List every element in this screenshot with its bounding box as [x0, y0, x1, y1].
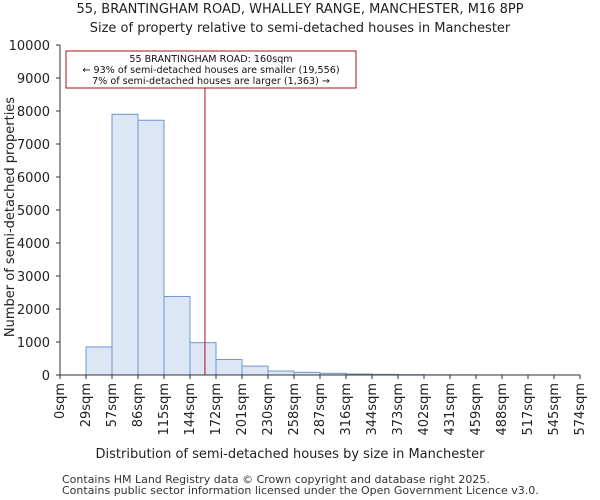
- x-tick-label: 545sqm: [547, 383, 562, 436]
- y-tick-label: 2000: [17, 303, 50, 318]
- x-axis-label: Distribution of semi-detached houses by …: [96, 447, 486, 462]
- bars-group: [85, 113, 581, 376]
- y-tick-label: 8000: [17, 105, 50, 120]
- x-tick-label: 517sqm: [521, 383, 536, 436]
- footer-line-2: Contains public sector information licen…: [62, 484, 539, 497]
- x-tick-label: 402sqm: [417, 383, 432, 436]
- x-tick-label: 488sqm: [495, 383, 510, 436]
- x-tick-label: 258sqm: [287, 383, 302, 436]
- x-tick-label: 86sqm: [131, 383, 146, 427]
- y-tick-label: 0: [42, 369, 50, 384]
- x-tick-label: 201sqm: [235, 383, 250, 436]
- y-axis-label: Number of semi-detached properties: [3, 97, 18, 337]
- bar-29sqm: [85, 346, 113, 376]
- x-tick-label: 230sqm: [261, 383, 276, 436]
- y-axis-ticks: 0 1000 2000 3000 4000 5000 6000 7000 8000 9000 100…: [9, 39, 60, 384]
- x-tick-label: 344sqm: [365, 383, 380, 436]
- x-tick-label: 0sqm: [53, 383, 68, 419]
- y-tick-label: 7000: [17, 138, 50, 153]
- x-tick-label: 172sqm: [209, 383, 224, 436]
- x-tick-label: 57sqm: [105, 383, 120, 427]
- y-tick-label: 6000: [17, 171, 50, 186]
- x-tick-label: 144sqm: [183, 383, 198, 436]
- bar-57sqm: [111, 113, 139, 376]
- x-tick-label: 29sqm: [79, 383, 94, 427]
- chart-title: 55, BRANTINGHAM ROAD, WHALLEY RANGE, MAN…: [76, 2, 523, 17]
- x-tick-label: 287sqm: [313, 383, 328, 436]
- x-tick-label: 431sqm: [443, 383, 458, 436]
- x-tick-label: 459sqm: [469, 383, 484, 436]
- bar-201sqm: [241, 365, 269, 376]
- bar-86sqm: [137, 119, 165, 376]
- y-tick-label: 9000: [17, 72, 50, 87]
- y-tick-label: 5000: [17, 204, 50, 219]
- annotation-frame: [65, 50, 357, 89]
- annotation-line-1: 55 BRANTINGHAM ROAD: 160sqm: [129, 54, 292, 65]
- x-tick-label: 316sqm: [339, 383, 354, 436]
- annotation-box: 55 BRANTINGHAM ROAD: 160sqm ← 93% of sem…: [65, 50, 357, 89]
- bar-115sqm: [163, 295, 191, 376]
- chart-subtitle: Size of property relative to semi-detach…: [90, 21, 511, 36]
- y-tick-label: 4000: [17, 237, 50, 252]
- y-tick-label: 1000: [17, 336, 50, 351]
- y-tick-label: 3000: [17, 270, 50, 285]
- bar-230sqm: [267, 370, 295, 376]
- annotation-line-2: ← 93% of semi-detached houses are smalle…: [82, 65, 339, 76]
- bar-144sqm: [189, 342, 217, 376]
- x-axis-ticks: 0sqm 29sqm 57sqm 86sqm 115sqm 144sqm 172sqm 201…: [53, 375, 588, 436]
- annotation-line-3: 7% of semi-detached houses are larger (1…: [92, 76, 330, 87]
- x-tick-label: 574sqm: [573, 383, 588, 436]
- footer-line-1: Contains HM Land Registry data © Crown c…: [62, 473, 490, 486]
- x-tick-label: 373sqm: [391, 383, 406, 436]
- x-tick-label: 115sqm: [157, 383, 172, 436]
- y-tick-label: 10000: [9, 39, 50, 54]
- bar-172sqm: [215, 358, 243, 376]
